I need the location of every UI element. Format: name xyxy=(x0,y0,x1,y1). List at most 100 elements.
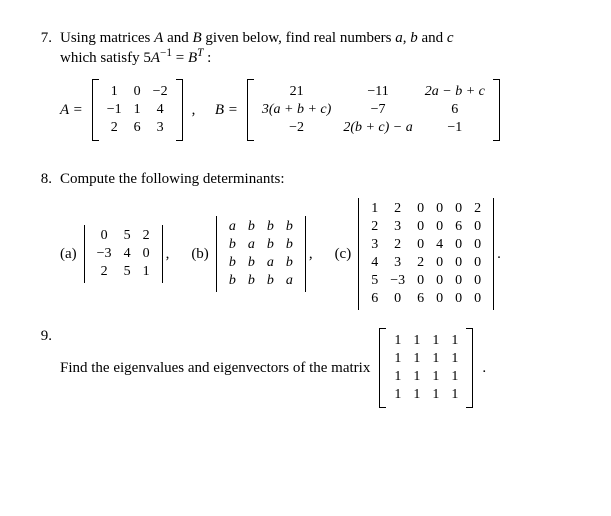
p7-b: b xyxy=(410,30,418,46)
cell: 1 xyxy=(407,332,426,350)
cell: 0 xyxy=(449,290,468,308)
problem-7-body: Using matrices A and B given below, find… xyxy=(60,30,583,153)
cell: 3 xyxy=(147,119,174,137)
cell: 3 xyxy=(384,254,411,272)
p7-A-label: A = xyxy=(60,102,83,119)
cell: 0 xyxy=(468,218,487,236)
p9-text: Find the eigenvalues and eigenvectors of… xyxy=(60,360,370,377)
cell: 1 xyxy=(407,386,426,404)
cell: b xyxy=(223,254,242,272)
cell: 1 xyxy=(445,332,464,350)
p7-inv: −1 xyxy=(160,47,172,59)
cell: 1 xyxy=(445,350,464,368)
cell: 0 xyxy=(468,272,487,290)
p8b-comma: , xyxy=(309,246,313,263)
cell: 0 xyxy=(468,290,487,308)
cell: a xyxy=(280,272,299,290)
p7-A: A xyxy=(154,30,163,46)
p8c: (c) 120002 230060 320400 432000 5−30000 … xyxy=(335,198,501,310)
cell: 1 xyxy=(426,332,445,350)
cell: 4 xyxy=(118,245,137,263)
cell: 5 xyxy=(118,227,137,245)
cell: 0 xyxy=(384,290,411,308)
cell: 0 xyxy=(430,272,449,290)
det-b: abbb babb bbab bbba xyxy=(216,216,306,292)
problem-9: 9. Find the eigenvalues and eigenvectors… xyxy=(28,328,583,408)
cell: −7 xyxy=(337,101,418,119)
cell: a xyxy=(261,254,280,272)
p8c-label: (c) xyxy=(335,246,352,263)
p8-subparts: (a) 052 −340 251 , (b) abbb babb bbab xyxy=(60,198,583,310)
cell: 1 xyxy=(365,200,384,218)
cell: 1 xyxy=(426,368,445,386)
cell: 0 xyxy=(411,218,430,236)
cell: 1 xyxy=(407,350,426,368)
p8b-label: (b) xyxy=(191,246,209,263)
p9-dot: . xyxy=(482,360,486,377)
p7-colon: : xyxy=(203,50,211,66)
cell: 2 xyxy=(468,200,487,218)
cell: 0 xyxy=(430,290,449,308)
cell: −3 xyxy=(384,272,411,290)
cell: b xyxy=(223,272,242,290)
problem-8: 8. Compute the following determinants: (… xyxy=(28,171,583,310)
cell: 4 xyxy=(147,101,174,119)
cell: 1 xyxy=(101,83,128,101)
cell: 2 xyxy=(384,236,411,254)
cell: −1 xyxy=(419,119,491,137)
cell: −2 xyxy=(256,119,337,137)
cell: 4 xyxy=(430,236,449,254)
p7-and: and xyxy=(163,30,192,46)
matrix-A: 10−2 −114 263 xyxy=(92,79,183,141)
cell: 5 xyxy=(118,263,137,281)
cell: a xyxy=(223,218,242,236)
cell: 0 xyxy=(137,245,156,263)
cell: 2 xyxy=(91,263,118,281)
cell: 6 xyxy=(449,218,468,236)
cell: 0 xyxy=(430,218,449,236)
cell: 0 xyxy=(411,200,430,218)
cell: −2 xyxy=(147,83,174,101)
cell: 1 xyxy=(445,386,464,404)
p7-sep: , xyxy=(192,102,196,119)
cell: 0 xyxy=(411,272,430,290)
cell: b xyxy=(242,218,261,236)
p7-mid: given below, find real numbers xyxy=(202,30,396,46)
cell: 1 xyxy=(388,332,407,350)
p8a-comma: , xyxy=(166,246,170,263)
det-c-table: 120002 230060 320400 432000 5−30000 6060… xyxy=(365,200,487,308)
cell: −11 xyxy=(337,83,418,101)
matrix-B-table: 21−112a − b + c 3(a + b + c)−76 −22(b + … xyxy=(256,83,491,137)
matrix-A-table: 10−2 −114 263 xyxy=(101,83,174,137)
p7-B2: B xyxy=(188,50,197,66)
p7-eq: = xyxy=(172,50,188,66)
problem-7: 7. Using matrices A and B given below, f… xyxy=(28,30,583,153)
cell: 2 xyxy=(365,218,384,236)
p7-c: c xyxy=(447,30,454,46)
det-c: 120002 230060 320400 432000 5−30000 6060… xyxy=(358,198,494,310)
cell: 4 xyxy=(365,254,384,272)
cell: b xyxy=(280,236,299,254)
problem-7-number: 7. xyxy=(28,30,60,153)
cell: 1 xyxy=(426,350,445,368)
cell: 0 xyxy=(411,236,430,254)
p8c-dot: . xyxy=(497,246,501,263)
cell: a xyxy=(242,236,261,254)
cell: b xyxy=(280,254,299,272)
p8a-label: (a) xyxy=(60,246,77,263)
p7-text1: Using matrices xyxy=(60,30,154,46)
cell: 0 xyxy=(468,254,487,272)
cell: b xyxy=(280,218,299,236)
cell: 21 xyxy=(256,83,337,101)
p7-matrices: A = 10−2 −114 263 , B = 21−112a − b + c … xyxy=(60,79,583,141)
cell: b xyxy=(261,272,280,290)
cell: 0 xyxy=(449,236,468,254)
cell: 1 xyxy=(137,263,156,281)
cell: 2a − b + c xyxy=(419,83,491,101)
cell: 3 xyxy=(384,218,411,236)
cell: 1 xyxy=(128,101,147,119)
cell: 6 xyxy=(419,101,491,119)
cell: b xyxy=(223,236,242,254)
cell: −3 xyxy=(91,245,118,263)
cell: 1 xyxy=(407,368,426,386)
